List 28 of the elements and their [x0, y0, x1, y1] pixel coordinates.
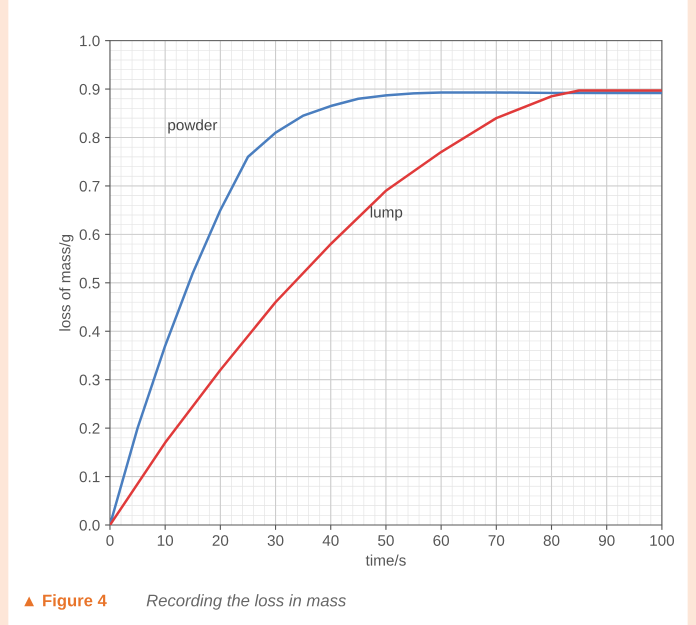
y-tick-label: 0.5 [80, 278, 100, 288]
x-tick-label: 70 [488, 535, 504, 546]
x-tick-label: 30 [268, 535, 284, 546]
x-axis-title: time/s [366, 554, 406, 566]
x-tick-label: 100 [650, 535, 674, 546]
y-tick-label: 0.3 [80, 374, 100, 386]
x-tick-label: 60 [433, 535, 450, 546]
x-tick-label: 40 [322, 535, 339, 546]
x-tick-label: 0 [106, 535, 114, 546]
x-tick-label: 50 [378, 535, 394, 546]
y-tick-label: 1.0 [80, 35, 100, 46]
series-label: lump [370, 206, 402, 221]
x-tick-label: 90 [598, 535, 615, 546]
y-tick-label: 0.0 [80, 520, 100, 531]
y-tick-label: 0.1 [80, 471, 100, 482]
x-tick-label: 20 [212, 535, 228, 546]
text: ▲ Figure 4 [24, 594, 107, 610]
text: Recording the loss in mass [146, 594, 346, 610]
y-tick-label: 0.9 [80, 84, 100, 95]
y-tick-label: 0.4 [80, 326, 100, 337]
x-tick-label: 10 [158, 535, 174, 546]
y-tick-label: 0.2 [80, 422, 100, 434]
x-tick-label: 80 [544, 535, 560, 546]
y-tick-label: 0.6 [80, 229, 100, 240]
y-tick-label: 0.8 [80, 132, 100, 144]
y-axis-title: loss of mass/g [59, 234, 74, 331]
y-tick-label: 0.7 [80, 180, 100, 192]
text: powder [168, 119, 218, 134]
